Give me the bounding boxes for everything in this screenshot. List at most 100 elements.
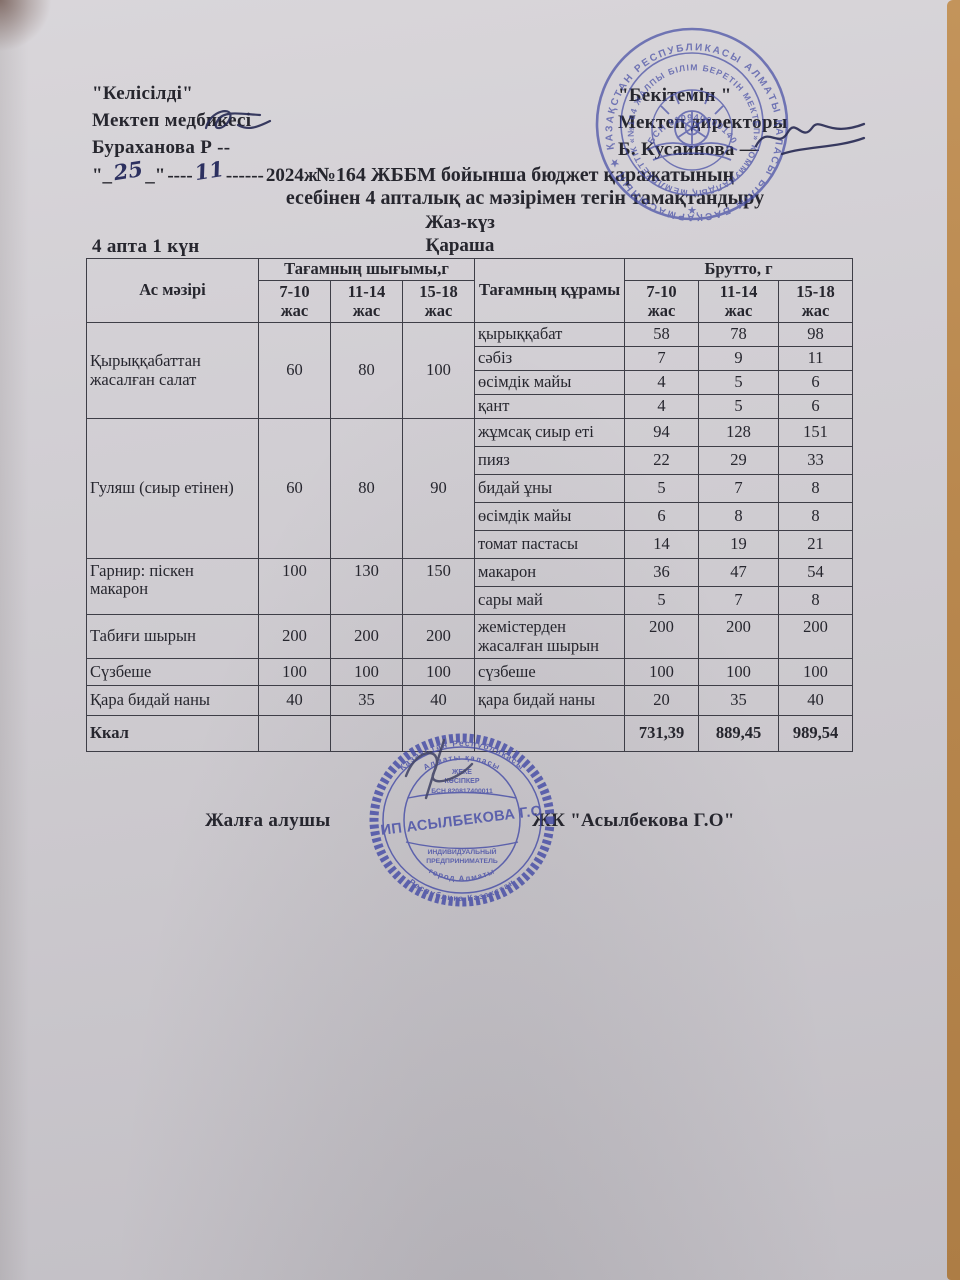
desk-edge (947, 0, 960, 1280)
output-cell: 200 (258, 614, 331, 659)
brutto-cell: 6 (778, 370, 854, 395)
brutto-cell: 9 (698, 346, 780, 371)
brutto-cell: 4 (624, 394, 700, 419)
brutto-cell: 40 (778, 685, 854, 716)
output-cell: 200 (401, 614, 476, 659)
entrepreneur-stamp: Қазақстан Республикасы Алматы қаласы Рес… (369, 733, 555, 907)
stamp-seg-bsn: БСН 820817400011 (431, 788, 493, 795)
output-cell: 40 (258, 685, 331, 716)
brutto-cell: 100 (698, 658, 780, 686)
col-header-menu: Ас мәзірі (86, 258, 259, 323)
brutto-cell: 78 (698, 322, 780, 347)
stamp-signature (404, 738, 474, 800)
brutto-cell: 94 (624, 418, 700, 447)
age-header-1: 7-10 жас (258, 280, 331, 323)
kcal-value-cell: 989,54 (778, 715, 854, 752)
output-cell: 100 (401, 322, 476, 419)
brutto-cell: 19 (698, 530, 780, 559)
brutto-cell: 151 (778, 418, 854, 447)
output-cell: 100 (258, 558, 331, 615)
age-header-6: 15-18 жас (778, 280, 854, 323)
brutto-cell: 5 (624, 586, 700, 615)
stamp-seg-individual: ИНДИВИДУАЛЬНЫЙ (427, 847, 496, 856)
dish-cell: Сүзбеше (86, 658, 259, 686)
age-header-3: 15-18 жас (401, 280, 476, 323)
output-cell: 40 (401, 685, 476, 716)
component-cell: бидай ұны (474, 474, 626, 503)
component-cell: жұмсақ сиыр еті (474, 418, 626, 447)
brutto-cell: 36 (624, 558, 700, 587)
date-dashes-1: ---- (167, 165, 193, 186)
brutto-cell: 6 (624, 502, 700, 531)
output-cell: 100 (330, 658, 403, 686)
brutto-cell: 4 (624, 370, 700, 395)
lessee-company: ЖК "Асылбекова Г.О" (532, 810, 735, 831)
output-cell: 80 (330, 322, 403, 419)
component-cell: қара бидай наны (474, 685, 626, 716)
brutto-cell: 128 (698, 418, 780, 447)
brutto-cell: 8 (778, 474, 854, 503)
director-role: Мектеп директоры (618, 112, 788, 133)
document-title: №164 ЖББМ бойынша бюджет қаражатының есе… (180, 164, 870, 210)
output-cell: 200 (330, 614, 403, 659)
date-open-quote: "_ (92, 165, 113, 186)
week-day-label: 4 апта 1 күн (92, 236, 200, 257)
title-line-1: №164 ЖББМ бойынша бюджет қаражатының (315, 164, 735, 186)
age-header-2: 11-14 жас (330, 280, 403, 323)
brutto-cell: 22 (624, 446, 700, 475)
component-cell: қант (474, 394, 626, 419)
component-cell: өсімдік майы (474, 370, 626, 395)
empty-cell (330, 715, 403, 752)
brutto-cell: 100 (624, 658, 700, 686)
stamp-star: ★ (687, 205, 697, 217)
season-label: Жаз-күз (425, 212, 495, 233)
dish-cell: Гарнир: піскен макарон (86, 558, 259, 615)
brutto-cell: 54 (778, 558, 854, 587)
month-label: Қараша (425, 235, 495, 256)
brutto-cell: 5 (698, 394, 780, 419)
output-cell: 80 (330, 418, 403, 559)
component-cell: сәбіз (474, 346, 626, 371)
svg-text:город Алматы: город Алматы (427, 866, 496, 883)
component-cell: сары май (474, 586, 626, 615)
dish-cell: Қара бидай наны (86, 685, 259, 716)
kcal-value-cell: 731,39 (624, 715, 700, 752)
output-cell: 100 (401, 658, 476, 686)
brutto-cell: 200 (698, 614, 780, 659)
component-cell: томат пастасы (474, 530, 626, 559)
brutto-cell: 58 (624, 322, 700, 347)
output-cell: 60 (258, 418, 331, 559)
school-official-stamp: ҚАЗАҚСТАН РЕСПУБЛИКАСЫ АЛМАТЫ ҚАЛАСЫ БІЛ… (585, 18, 800, 233)
nurse-name: Бураханова Р -- (92, 137, 231, 158)
component-cell: сүзбеше (474, 658, 626, 686)
output-cell: 130 (330, 558, 403, 615)
brutto-cell: 29 (698, 446, 780, 475)
agreed-label: "Келісілді" (92, 83, 194, 104)
component-cell: пияз (474, 446, 626, 475)
kcal-value-cell: 889,45 (698, 715, 780, 752)
date-dashes-2: ------ (225, 165, 264, 186)
nurse-role: Мектеп медбикесі (92, 110, 252, 131)
brutto-cell: 11 (778, 346, 854, 371)
col-header-brutto: Брутто, г (624, 258, 854, 281)
brutto-cell: 21 (778, 530, 854, 559)
menu-table: Ас мәзірі Тағамның шығымы,г Тағамның құр… (86, 258, 854, 752)
approval-block-left: "Келісілді" Мектеп медбикесі Бураханова … (92, 80, 318, 187)
brutto-cell: 20 (624, 685, 700, 716)
dish-cell: Табиғи шырын (86, 614, 259, 659)
brutto-cell: 33 (778, 446, 854, 475)
handwritten-day: 25 (111, 155, 145, 186)
director-signature (754, 122, 866, 156)
brutto-cell: 7 (698, 586, 780, 615)
age-header-4: 7-10 жас (624, 280, 700, 323)
component-cell: қырыққабат (474, 322, 626, 347)
dish-cell: Қырыққабаттан жасалған салат (86, 322, 259, 419)
empty-cell (258, 715, 331, 752)
empty-cell (401, 715, 476, 752)
component-cell: өсімдік майы (474, 502, 626, 531)
date-close-quote: _" (145, 165, 166, 186)
col-header-output: Тағамның шығымы,г (257, 258, 476, 281)
brutto-cell: 200 (778, 614, 854, 659)
stamp-seg-predprinimatel: ПРЕДПРИНИМАТЕЛЬ (426, 858, 498, 865)
output-cell: 150 (401, 558, 476, 615)
